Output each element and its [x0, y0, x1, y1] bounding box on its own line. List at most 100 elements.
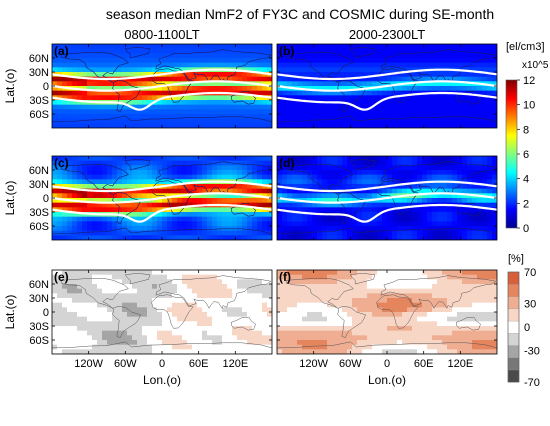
heatmap-cell [97, 118, 103, 124]
heatmap-cell [227, 312, 233, 318]
heatmap-cell [437, 316, 443, 322]
heatmap-cell [292, 312, 298, 318]
heatmap-cell [392, 165, 398, 171]
heatmap-cell [412, 86, 418, 92]
heatmap-cell [472, 312, 478, 318]
heatmap-cell [202, 312, 208, 318]
heatmap-cell [72, 270, 78, 276]
heatmap-cell [337, 330, 343, 336]
heatmap-cell [62, 90, 68, 96]
heatmap-cell [102, 198, 108, 204]
heatmap-cell [477, 330, 483, 336]
heatmap-cell [322, 344, 328, 350]
heatmap-cell [352, 212, 358, 218]
heatmap-cell [317, 279, 323, 285]
heatmap-cell [297, 274, 303, 280]
heatmap-cell [62, 193, 68, 199]
heatmap-cell [177, 62, 183, 68]
heatmap-cell [217, 330, 223, 336]
heatmap-cell [297, 179, 303, 185]
heatmap-cell [392, 188, 398, 194]
heatmap-cell [97, 230, 103, 236]
heatmap-cell [307, 160, 313, 166]
heatmap-cell [482, 340, 488, 346]
heatmap-cell [82, 123, 88, 128]
heatmap-cell [412, 221, 418, 227]
heatmap-cell [117, 86, 123, 92]
heatmap-cell [212, 109, 218, 115]
heatmap-cell [112, 170, 118, 176]
heatmap-cell [432, 188, 438, 194]
heatmap-cell [177, 349, 183, 354]
heatmap-cell [387, 109, 393, 115]
x-tick-label: 120W [74, 358, 103, 370]
heatmap-cell [352, 302, 358, 308]
heatmap-cell [112, 44, 118, 50]
heatmap-cell [197, 165, 203, 171]
heatmap-cell [137, 349, 143, 354]
heatmap-cell [177, 44, 183, 50]
heatmap-cell [57, 100, 63, 106]
heatmap-cell [162, 321, 168, 327]
heatmap-cell [267, 279, 272, 285]
heatmap-cell [382, 100, 388, 106]
heatmap-cell [337, 235, 343, 240]
heatmap-cell [392, 76, 398, 82]
heatmap-cell [317, 284, 323, 290]
heatmap-cell [317, 58, 323, 64]
heatmap-cell [112, 226, 118, 232]
heatmap-cell [427, 312, 433, 318]
heatmap-cell [127, 279, 133, 285]
heatmap-cell [492, 48, 497, 54]
heatmap-cell [102, 109, 108, 115]
heatmap-cell [422, 58, 428, 64]
heatmap-cell [467, 90, 473, 96]
heatmap-cell [402, 72, 408, 78]
heatmap-cell [357, 230, 363, 236]
heatmap-cell [102, 216, 108, 222]
heatmap-cell [92, 330, 98, 336]
heatmap-cell [112, 81, 118, 87]
heatmap-cell [372, 349, 378, 354]
heatmap-cell [152, 216, 158, 222]
density-colorbar-tick-label: 6 [523, 149, 529, 161]
heatmap-cell [342, 179, 348, 185]
heatmap-cell [132, 184, 138, 190]
heatmap-cell [172, 335, 178, 341]
heatmap-cell [182, 95, 188, 101]
heatmap-cell [307, 170, 313, 176]
heatmap-cell [397, 270, 403, 276]
heatmap-cell [57, 326, 63, 332]
heatmap-cell [142, 90, 148, 96]
heatmap-cell [347, 284, 353, 290]
heatmap-cell [197, 193, 203, 199]
heatmap-cell [232, 293, 238, 299]
heatmap-cell [227, 270, 233, 276]
heatmap-cell [342, 312, 348, 318]
heatmap-cell [442, 95, 448, 101]
heatmap-cell [357, 330, 363, 336]
heatmap-cell [87, 62, 93, 68]
heatmap-cell [132, 216, 138, 222]
heatmap-cell [357, 212, 363, 218]
heatmap-cell [242, 312, 248, 318]
heatmap-cell [482, 72, 488, 78]
heatmap-cell [117, 160, 123, 166]
heatmap-cell [57, 165, 63, 171]
heatmap-cell [472, 156, 478, 162]
heatmap-cell [352, 298, 358, 304]
heatmap-cell [422, 44, 428, 50]
heatmap-cell [252, 270, 258, 276]
heatmap-cell [67, 160, 73, 166]
heatmap-cell [82, 326, 88, 332]
heatmap-cell [217, 230, 223, 236]
heatmap-cell [87, 349, 93, 354]
heatmap-cell [437, 230, 443, 236]
heatmap-cell [282, 58, 288, 64]
heatmap-cell [322, 156, 328, 162]
heatmap-cell [337, 109, 343, 115]
heatmap-cell [92, 48, 98, 54]
heatmap-cell [107, 312, 113, 318]
heatmap-cell [137, 279, 143, 285]
heatmap-cell [322, 118, 328, 124]
